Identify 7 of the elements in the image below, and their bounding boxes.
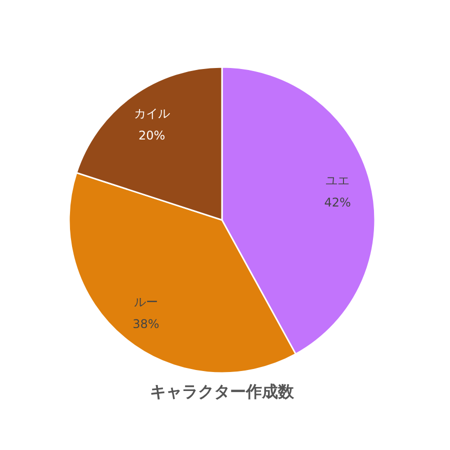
data-label: 20% [138,128,166,142]
slice-label: ユエ [326,173,350,188]
slice-label: カイル [134,106,170,120]
text: キャラクター作成数 [150,382,295,401]
slice-label: ルー [134,294,158,309]
data-label: 42% [324,195,351,210]
data-label: 38% [132,316,160,331]
